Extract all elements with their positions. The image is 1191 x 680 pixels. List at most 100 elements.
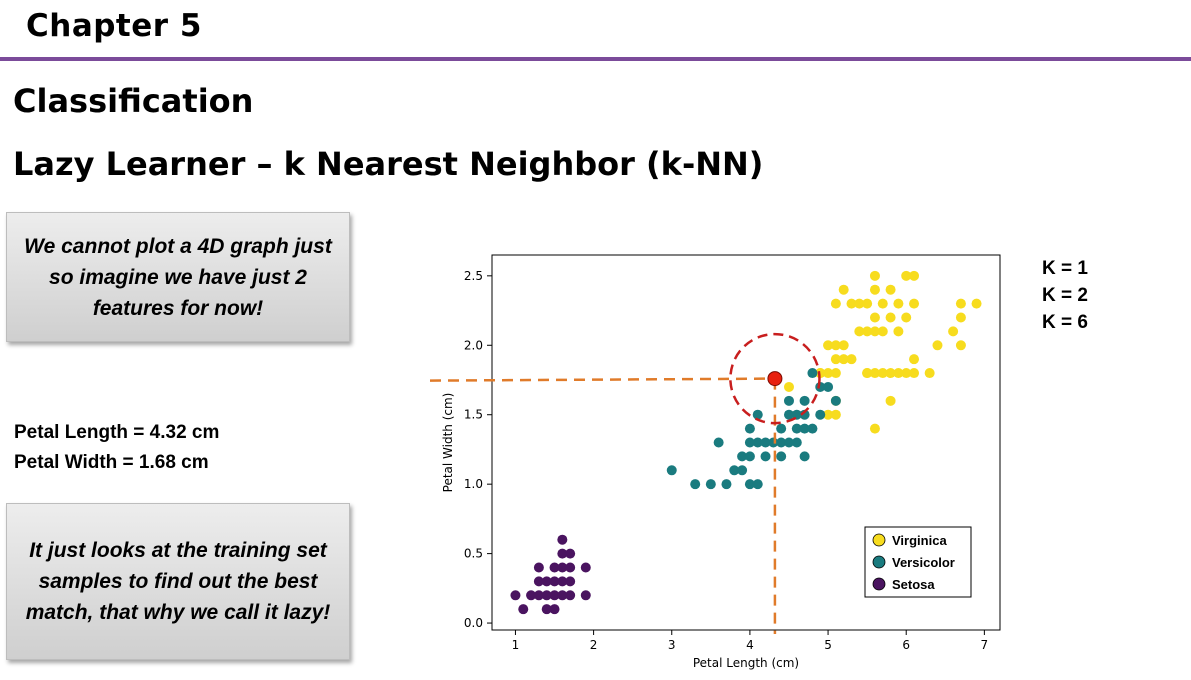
versicolor-point: [737, 465, 748, 476]
legend-label-virginica: Virginica: [892, 533, 947, 548]
legend-marker-setosa: [872, 577, 886, 591]
y-tick-label: 2.5: [464, 269, 483, 283]
x-tick-label: 6: [902, 638, 910, 652]
versicolor-point: [791, 437, 802, 448]
setosa-point: [565, 576, 576, 587]
x-tick-label: 7: [981, 638, 989, 652]
petal-width-label: Petal Width = 1.68 cm: [14, 452, 209, 473]
setosa-point: [557, 548, 568, 559]
setosa-point: [565, 548, 576, 559]
k-value-2: K = 2: [1042, 285, 1088, 306]
versicolor-point: [744, 423, 755, 434]
setosa-point: [580, 590, 591, 601]
setosa-point: [549, 576, 560, 587]
setosa-point: [549, 590, 560, 601]
versicolor-point: [721, 479, 732, 490]
virginica-point: [823, 409, 834, 420]
virginica-point: [862, 298, 873, 309]
virginica-point: [783, 381, 794, 392]
versicolor-point: [760, 451, 771, 462]
query-width-guide: [430, 377, 775, 382]
versicolor-point: [807, 368, 818, 379]
setosa-point: [557, 562, 568, 573]
callout-lazy-note: It just looks at the training set sample…: [6, 503, 350, 660]
setosa-point: [510, 590, 521, 601]
callout-4d-note: We cannot plot a 4D graph just so imagin…: [6, 212, 350, 342]
versicolor-point: [752, 479, 763, 490]
knn-scatter-chart: 1 2 3 4 5 6 7 0.0 0.5 1.0 1.5 2.0 2.5 Petal Length (c…: [430, 254, 1001, 670]
x-tick-label: 5: [824, 638, 832, 652]
versicolor-point: [783, 395, 794, 406]
legend-marker-versicolor: [872, 555, 886, 569]
setosa-point: [557, 534, 568, 545]
petal-measurements: Petal Length = 4.32 cm Petal Width = 1.6…: [14, 418, 219, 478]
y-tick-label: 0.0: [464, 616, 483, 630]
virginica-point: [909, 298, 920, 309]
setosa-point: [557, 590, 568, 601]
callout-4d-text: We cannot plot a 4D graph just so imagin…: [24, 234, 332, 320]
x-tick-label: 4: [746, 638, 754, 652]
y-tick-label: 0.5: [464, 547, 483, 561]
setosa-point: [549, 562, 560, 573]
virginica-point: [830, 340, 841, 351]
versicolor-point: [799, 423, 810, 434]
virginica-point: [885, 312, 896, 323]
virginica-point: [885, 284, 896, 295]
versicolor-point: [807, 423, 818, 434]
versicolor-point: [690, 479, 701, 490]
setosa-point: [533, 562, 544, 573]
legend-label-versicolor: Versicolor: [892, 555, 955, 570]
virginica-point: [924, 368, 935, 379]
versicolor-point: [752, 409, 763, 420]
versicolor-point: [791, 409, 802, 420]
virginica-point: [877, 368, 888, 379]
setosa-point: [533, 590, 544, 601]
versicolor-point: [791, 423, 802, 434]
virginica-point: [932, 340, 943, 351]
virginica-point: [823, 340, 834, 351]
versicolor-point: [799, 409, 810, 420]
legend-label-setosa: Setosa: [892, 577, 935, 592]
versicolor-point: [744, 479, 755, 490]
k-value-6: K = 6: [1042, 312, 1088, 333]
setosa-point: [580, 562, 591, 573]
virginica-point: [901, 312, 912, 323]
setosa-point: [526, 590, 537, 601]
virginica-point: [830, 354, 841, 365]
y-tick-label: 1.0: [464, 477, 483, 491]
callout-lazy-text: It just looks at the training set sample…: [25, 539, 331, 624]
virginica-point: [869, 326, 880, 337]
setosa-point: [557, 576, 568, 587]
setosa-point: [565, 590, 576, 601]
y-tick-label: 1.5: [464, 408, 483, 422]
versicolor-point: [799, 451, 810, 462]
virginica-point: [869, 368, 880, 379]
page-subtitle: Lazy Learner – k Nearest Neighbor (k-NN): [13, 145, 764, 183]
virginica-point: [909, 354, 920, 365]
setosa-point: [518, 604, 529, 615]
neighbor-radius-circle: [729, 332, 821, 425]
virginica-point: [854, 298, 865, 309]
virginica-point: [846, 354, 857, 365]
virginica-point: [901, 270, 912, 281]
x-tick-label: 3: [668, 638, 676, 652]
chapter-label: Chapter 5: [26, 8, 202, 44]
virginica-point: [971, 298, 982, 309]
title-divider: [0, 57, 1191, 61]
versicolor-point: [744, 437, 755, 448]
setosa-point: [541, 590, 552, 601]
virginica-point: [838, 284, 849, 295]
virginica-point: [955, 298, 966, 309]
setosa-point: [533, 576, 544, 587]
virginica-point: [846, 298, 857, 309]
virginica-point: [893, 368, 904, 379]
versicolor-point: [776, 437, 787, 448]
setosa-point: [565, 562, 576, 573]
virginica-point: [869, 423, 880, 434]
chart-legend: Virginica Versicolor Setosa: [864, 526, 972, 598]
virginica-point: [901, 368, 912, 379]
petal-length-label: Petal Length = 4.32 cm: [14, 422, 220, 443]
versicolor-point: [705, 479, 716, 490]
setosa-point: [549, 604, 560, 615]
versicolor-point: [776, 451, 787, 462]
